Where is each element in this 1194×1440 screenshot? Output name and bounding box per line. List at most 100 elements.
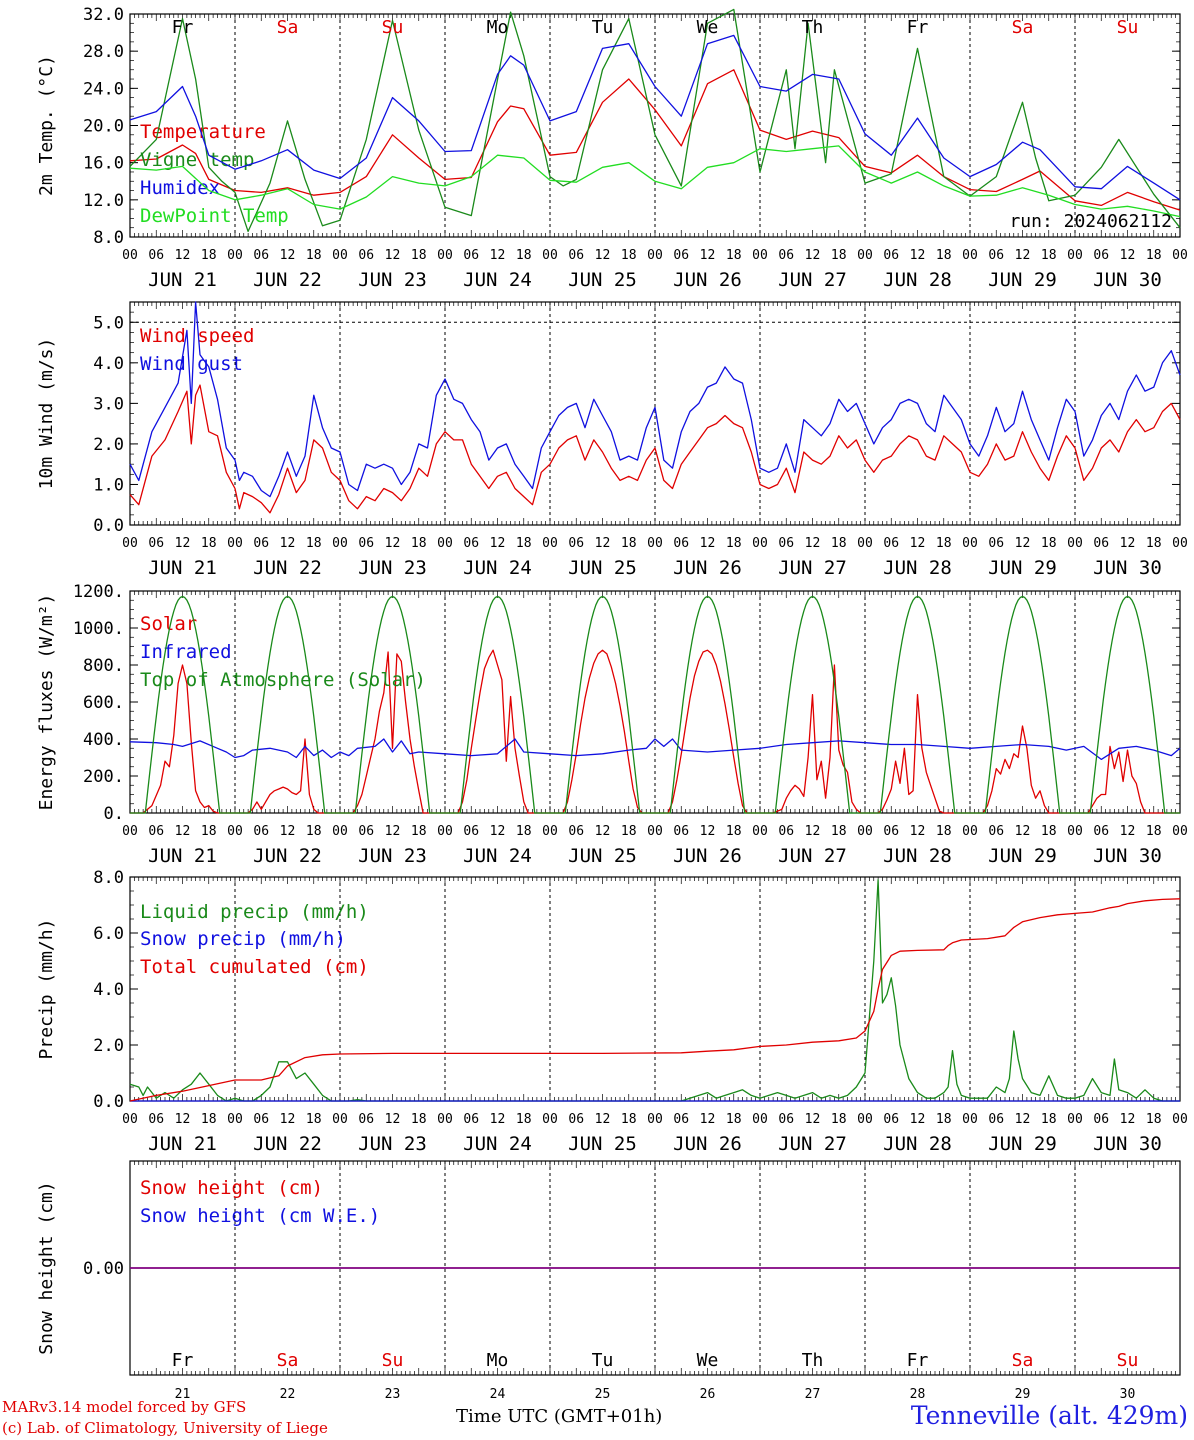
hour-label: 00 [332, 824, 348, 839]
hour-label: 12 [805, 248, 821, 263]
hour-label: 18 [411, 1112, 427, 1127]
hour-label: 00 [1067, 248, 1083, 263]
hour-label: 00 [752, 1112, 768, 1127]
y-tick-label: 4.0 [93, 980, 124, 1000]
date-label: JUN 27 [778, 1133, 847, 1155]
date-label: JUN 30 [1093, 269, 1162, 291]
hour-label: 18 [201, 824, 217, 839]
hour-label: 06 [778, 248, 794, 263]
weekday-label: Sa [277, 17, 299, 38]
series-dewpoint-temp [129, 145, 1181, 218]
legend-entry: Top of Atmosphere (Solar) [140, 669, 426, 691]
y-axis-label: Energy fluxes (W/m²) [36, 594, 57, 811]
hour-label: 06 [148, 1112, 164, 1127]
legend-entry: Snow height (cm W.E.) [140, 1205, 380, 1227]
hour-label: 12 [595, 1112, 611, 1127]
hour-label: 18 [726, 1112, 742, 1127]
hour-label: 12 [1120, 824, 1136, 839]
date-label: JUN 22 [253, 557, 322, 579]
hour-label: 18 [201, 1112, 217, 1127]
hour-label: 18 [621, 1112, 637, 1127]
hour-label: 06 [463, 248, 479, 263]
hour-label: 00 [857, 248, 873, 263]
hour-label: 06 [463, 1112, 479, 1127]
hour-label: 18 [831, 824, 847, 839]
y-tick-label: 200. [83, 767, 124, 787]
hour-label: 06 [148, 536, 164, 551]
y-tick-label: 24.0 [83, 79, 124, 99]
date-label: JUN 26 [673, 269, 742, 291]
y-tick-label: 16.0 [83, 154, 124, 174]
hour-label: 18 [306, 536, 322, 551]
series-liquid-precip-mm-h [129, 879, 1180, 1102]
weekday-label: Th [802, 17, 824, 38]
hour-label: 00 [752, 536, 768, 551]
hour-label: 06 [988, 248, 1004, 263]
hour-label: 12 [910, 248, 926, 263]
hour-label: 18 [1041, 824, 1057, 839]
hour-label: 12 [700, 1112, 716, 1127]
y-axis-label: Snow height (cm) [36, 1181, 57, 1354]
hour-label: 18 [831, 248, 847, 263]
legend-entry: Solar [140, 613, 197, 635]
plot-frame [129, 301, 1181, 526]
hour-label: 12 [175, 248, 191, 263]
date-label: JUN 28 [883, 557, 952, 579]
hour-label: 12 [280, 824, 296, 839]
y-axis-label: 2m Temp. (°C) [36, 55, 57, 196]
y-tick-label: 1000. [73, 619, 124, 639]
hour-label: 00 [752, 248, 768, 263]
hour-label: 12 [385, 824, 401, 839]
y-tick-label: 1.0 [93, 475, 124, 495]
hour-label: 18 [1146, 824, 1162, 839]
hour-label: 00 [332, 248, 348, 263]
y-tick-label: 8.0 [93, 868, 124, 888]
date-label: JUN 25 [568, 269, 637, 291]
panel-5: 0.00 Snow height (cm) Snow height (cm) Snow… [36, 1160, 1181, 1402]
hour-label: 06 [778, 536, 794, 551]
date-label: JUN 23 [358, 845, 427, 867]
date-label: JUN 25 [568, 845, 637, 867]
hour-label: 00 [437, 1112, 453, 1127]
hour-label: 18 [306, 824, 322, 839]
series-wind-gust [129, 301, 1181, 498]
date-label: JUN 25 [568, 557, 637, 579]
hour-label: 12 [175, 824, 191, 839]
date-label: JUN 23 [358, 557, 427, 579]
hour-label: 00 [647, 536, 663, 551]
legend-entry: Snow precip (mm/h) [140, 928, 346, 950]
legend-entry: Liquid precip (mm/h) [140, 901, 369, 923]
date-label: JUN 27 [778, 845, 847, 867]
series-infrared [129, 738, 1181, 761]
hour-label: 18 [516, 824, 532, 839]
weekday-label: Mo [487, 17, 509, 38]
date-label: JUN 27 [778, 557, 847, 579]
hour-label: 18 [621, 248, 637, 263]
hour-label: 00 [437, 248, 453, 263]
hour-label: 12 [490, 824, 506, 839]
date-label: JUN 23 [358, 1133, 427, 1155]
weekday-label: Tu [592, 1350, 614, 1371]
hour-label: 00 [332, 1112, 348, 1127]
hour-label: 00 [857, 824, 873, 839]
legend-entry: Wind gust [140, 353, 243, 375]
day-number-label: 30 [1120, 1387, 1136, 1402]
hour-label: 12 [805, 536, 821, 551]
hour-label: 12 [1015, 248, 1031, 263]
hour-label: 06 [358, 1112, 374, 1127]
y-tick-label: 6.0 [93, 924, 124, 944]
hour-label: 06 [673, 536, 689, 551]
hour-label: 00 [122, 1112, 138, 1127]
hour-label: 06 [883, 1112, 899, 1127]
hour-label: 00 [857, 536, 873, 551]
hour-label: 18 [516, 248, 532, 263]
hour-label: 12 [595, 248, 611, 263]
y-tick-label: 3.0 [93, 394, 124, 414]
hour-label: 12 [490, 1112, 506, 1127]
date-label: JUN 21 [148, 845, 217, 867]
hour-label: 18 [1146, 1112, 1162, 1127]
weekday-label: Su [1117, 1350, 1139, 1371]
hour-label: 12 [175, 1112, 191, 1127]
hour-label: 18 [306, 248, 322, 263]
hour-label: 12 [490, 248, 506, 263]
